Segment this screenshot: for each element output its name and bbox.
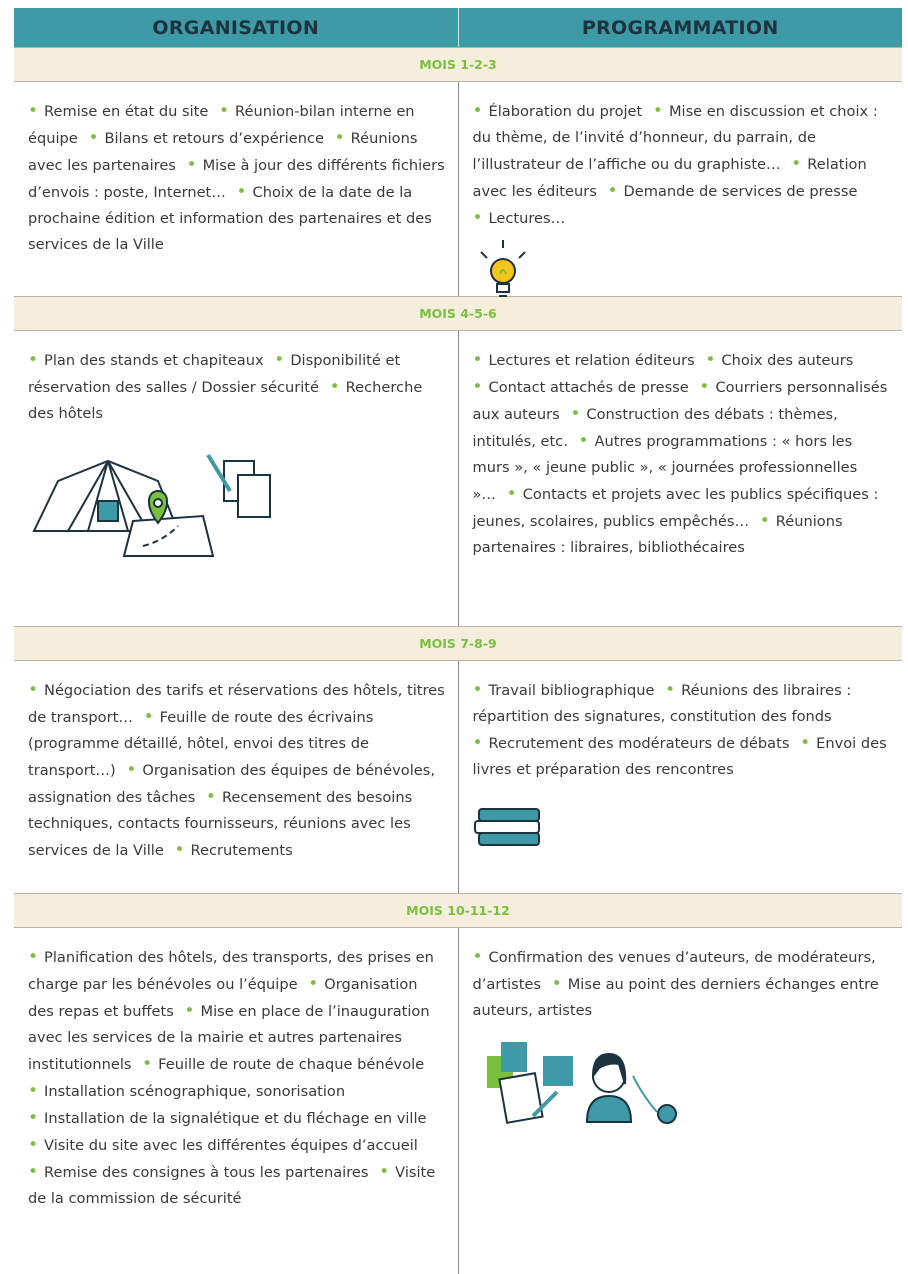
month-band: MOIS 10-11-12 bbox=[14, 893, 902, 928]
timeline-table: ORGANISATION PROGRAMMATION MOIS 1-2-3 Re… bbox=[14, 0, 902, 1274]
task-item: Contact attachés de presse bbox=[473, 379, 689, 396]
item-list: Plan des stands et chapiteaux Disponibil… bbox=[28, 347, 446, 427]
cell: Confirmation des venues d’auteurs, de mo… bbox=[459, 928, 903, 1274]
communication-icon bbox=[486, 1042, 677, 1124]
item-list: Lectures et relation éditeurs Choix des … bbox=[473, 347, 891, 561]
cell: Élaboration du projet Mise en discussion… bbox=[459, 82, 903, 297]
cell: Planification des hôtels, des transports… bbox=[14, 928, 459, 1274]
task-item: Recrutement des modérateurs de débats bbox=[473, 735, 790, 752]
item-list: Négociation des tarifs et réservations d… bbox=[28, 677, 446, 864]
item-list: Confirmation des venues d’auteurs, de mo… bbox=[473, 944, 891, 1024]
cell: Travail bibliographique Réunions des lib… bbox=[459, 661, 903, 893]
section-row: Négociation des tarifs et réservations d… bbox=[14, 661, 902, 893]
task-item: Installation de la signalétique et du fl… bbox=[28, 1110, 426, 1127]
month-band: MOIS 4-5-6 bbox=[14, 296, 902, 331]
table-header: ORGANISATION PROGRAMMATION bbox=[14, 8, 902, 47]
item-list: Travail bibliographique Réunions des lib… bbox=[473, 677, 891, 783]
cell: Plan des stands et chapiteaux Disponibil… bbox=[14, 331, 459, 626]
month-band: MOIS 1-2-3 bbox=[14, 47, 902, 82]
task-item: Travail bibliographique bbox=[473, 682, 655, 699]
item-list: Planification des hôtels, des transports… bbox=[28, 944, 446, 1212]
section-row: Planification des hôtels, des transports… bbox=[14, 928, 902, 1274]
section-row: Plan des stands et chapiteaux Disponibil… bbox=[14, 331, 902, 626]
item-list: Élaboration du projet Mise en discussion… bbox=[473, 98, 891, 232]
task-item: Feuille de route de chaque bénévole bbox=[142, 1056, 424, 1073]
item-list: Remise en état du site Réunion-bilan int… bbox=[28, 98, 446, 258]
books-icon bbox=[473, 808, 540, 846]
task-item: Demande de services de presse bbox=[608, 183, 858, 200]
column-title: PROGRAMMATION bbox=[581, 16, 779, 39]
task-item: Recrutements bbox=[174, 842, 292, 859]
task-item: Élaboration du projet bbox=[473, 103, 643, 120]
task-item: Lectures… bbox=[473, 210, 566, 227]
task-item: Choix des auteurs bbox=[705, 352, 853, 369]
month-band: MOIS 7-8-9 bbox=[14, 626, 902, 661]
section-row: Remise en état du site Réunion-bilan int… bbox=[14, 82, 903, 297]
cell: Lectures et relation éditeurs Choix des … bbox=[459, 331, 903, 626]
task-item: Remise des consignes à tous les partenai… bbox=[28, 1164, 368, 1181]
task-item: Remise en état du site bbox=[28, 103, 208, 120]
task-item: Lectures et relation éditeurs bbox=[473, 352, 695, 369]
task-item: Bilans et retours d’expérience bbox=[88, 130, 324, 147]
task-item: Installation scénographique, sonorisatio… bbox=[28, 1083, 345, 1100]
task-item: Visite du site avec les différentes équi… bbox=[28, 1137, 418, 1154]
task-item: Plan des stands et chapiteaux bbox=[28, 352, 264, 369]
cell: Remise en état du site Réunion-bilan int… bbox=[14, 82, 459, 296]
bulb-icon bbox=[479, 240, 526, 297]
cell: Négociation des tarifs et réservations d… bbox=[14, 661, 459, 893]
tent-map-icon bbox=[32, 453, 271, 557]
column-title: ORGANISATION bbox=[14, 8, 459, 47]
